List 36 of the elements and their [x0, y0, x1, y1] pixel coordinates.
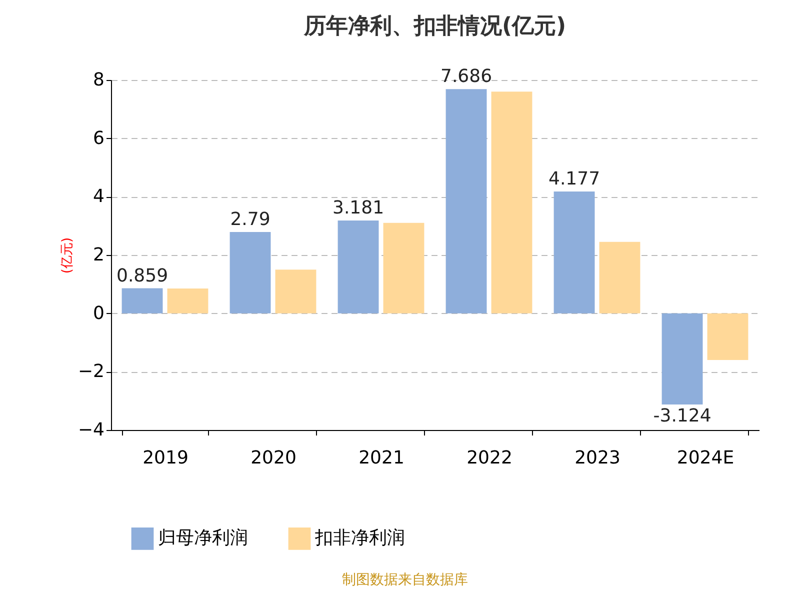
- x-tick-label: 2020: [250, 448, 296, 468]
- x-tick-label: 2022: [466, 448, 512, 468]
- y-tick-label: −4: [78, 420, 104, 440]
- data-label: 4.177: [548, 168, 600, 190]
- bar: [167, 288, 208, 314]
- bar: [275, 270, 316, 314]
- bar: [383, 222, 424, 314]
- y-tick-label: 2: [93, 244, 104, 266]
- bar: [554, 192, 595, 314]
- data-label: 0.859: [116, 265, 168, 286]
- bar: [707, 313, 748, 360]
- bar: [662, 313, 703, 404]
- y-axis-title: (亿元): [60, 237, 75, 274]
- x-tick-label: 2021: [358, 448, 404, 468]
- bar: [446, 89, 487, 314]
- data-label: 2.79: [230, 208, 270, 230]
- bar: [599, 242, 640, 314]
- bar: [491, 92, 532, 314]
- bar: [230, 232, 271, 314]
- y-tick-label: 0: [93, 302, 104, 324]
- y-tick-label: 8: [93, 70, 104, 90]
- legend-label: 扣非净利润: [314, 528, 405, 549]
- data-label: -3.124: [653, 405, 712, 426]
- chart-title: 历年净利、扣非情况(亿元): [302, 14, 566, 40]
- data-label: 3.181: [332, 198, 384, 219]
- bar: [122, 288, 163, 314]
- y-tick-label: −2: [78, 361, 104, 382]
- bar: [338, 220, 379, 314]
- x-tick-label: 2023: [574, 448, 620, 468]
- y-tick-label: 6: [93, 128, 104, 149]
- data-label: 7.686: [440, 66, 492, 88]
- x-tick-label: 2024E: [676, 448, 734, 468]
- text: 制图数据来自数据库: [342, 572, 468, 588]
- y-tick-label: 4: [93, 186, 104, 208]
- x-tick-label: 2019: [142, 448, 188, 468]
- legend-label: 归母净利润: [158, 528, 248, 549]
